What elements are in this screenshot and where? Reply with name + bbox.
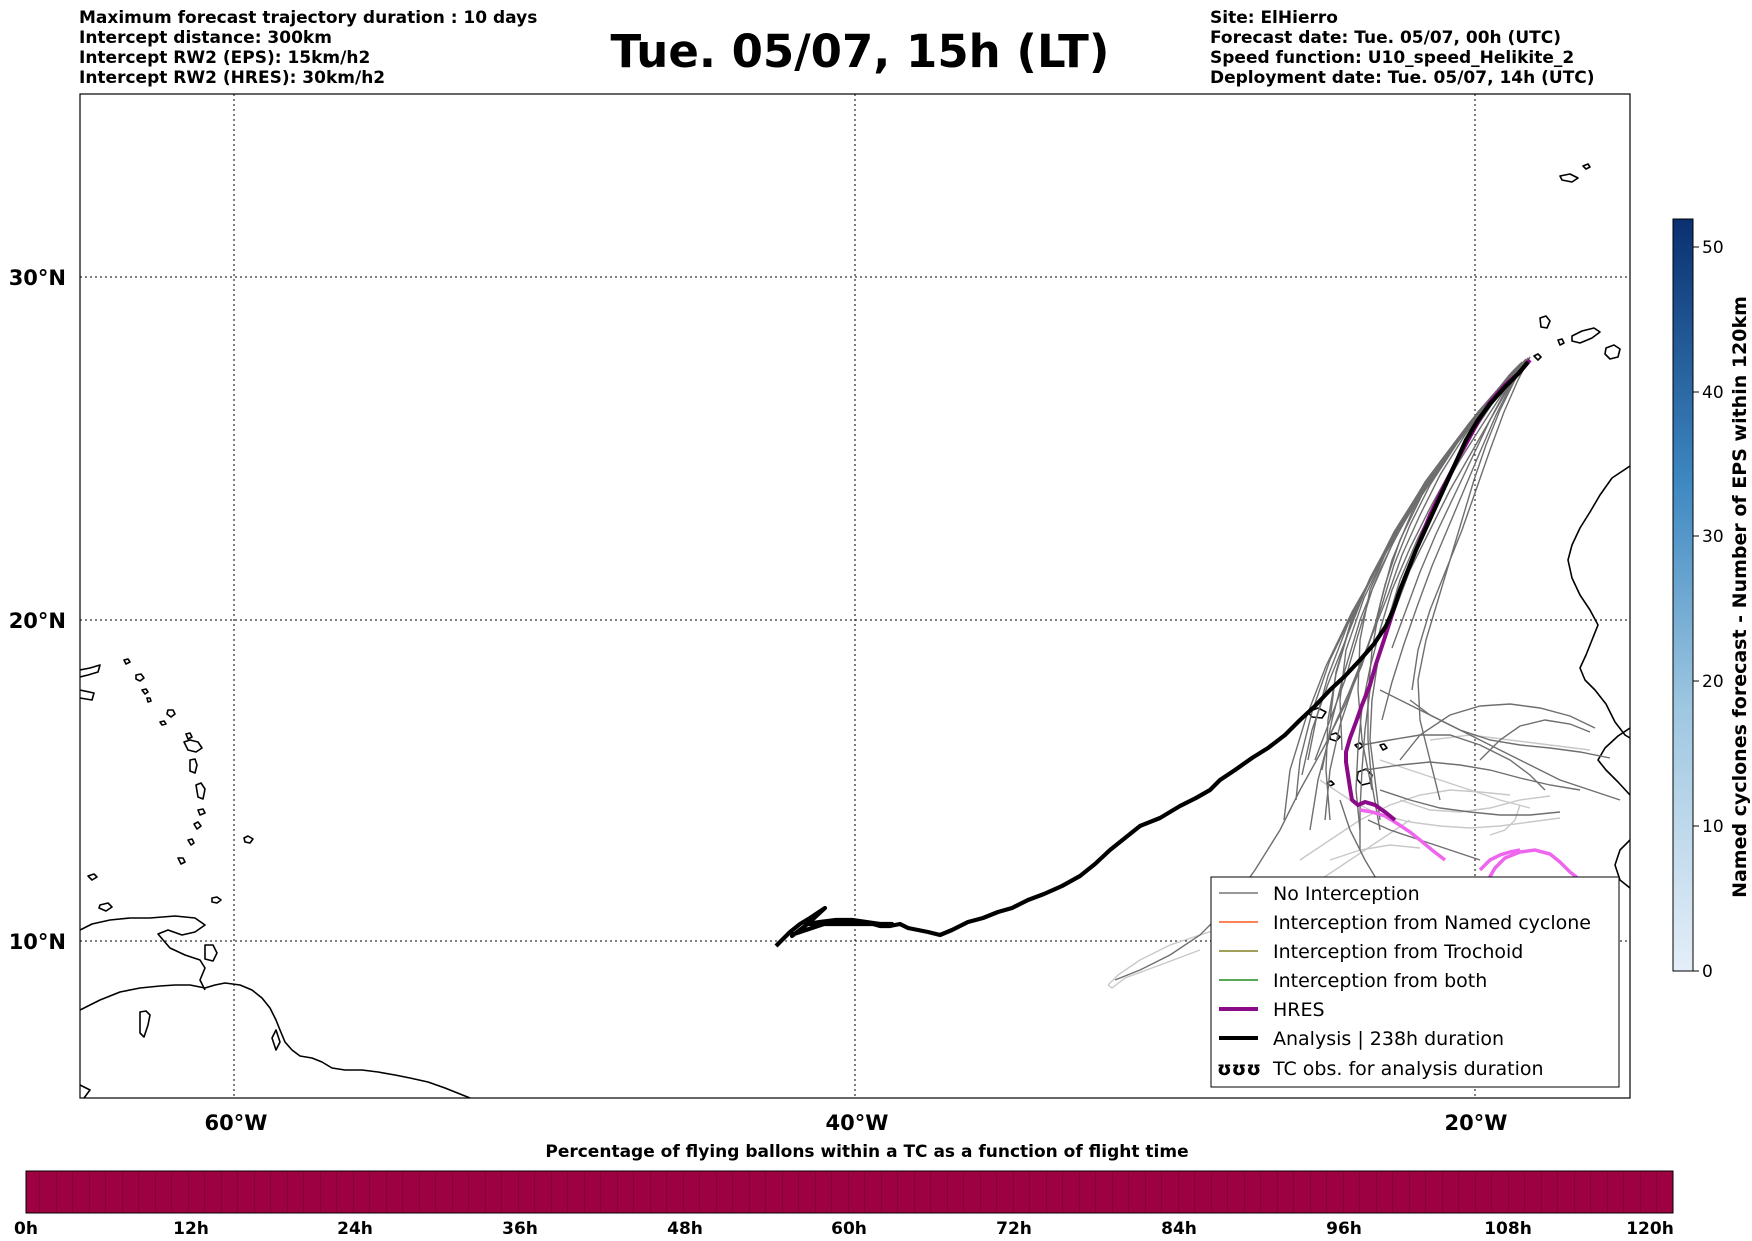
site-info: Site: ElHierro Forecast date: Tue. 05/07… xyxy=(1210,8,1595,88)
bar-tick: 48h xyxy=(667,1219,703,1239)
hres-extension-track xyxy=(1359,808,1521,872)
legend-item: ʊʊʊ TC obs. for analysis duration xyxy=(1217,1058,1544,1080)
page-title: Tue. 05/07, 15h (LT) xyxy=(610,25,1110,78)
legend-item: Interception from Named cyclone xyxy=(1219,912,1591,934)
legend-item: Interception from Trochoid xyxy=(1219,941,1523,963)
site-line: Deployment date: Tue. 05/07, 14h (UTC) xyxy=(1210,68,1595,88)
bar-tick: 96h xyxy=(1326,1219,1362,1239)
legend-item: HRES xyxy=(1219,999,1325,1021)
ensemble-trajectories-light xyxy=(1107,734,1591,989)
bar-tick: 108h xyxy=(1484,1219,1532,1239)
colorbar-label: Named cyclones forecast - Number of EPS … xyxy=(1729,296,1751,898)
legend: No Interception Interception from Named … xyxy=(1210,876,1620,1088)
bar-tick: 0h xyxy=(14,1219,38,1239)
colorbar-tick: 40 xyxy=(1702,383,1724,403)
legend-item: Interception from both xyxy=(1219,970,1487,992)
colorbar-tick: 10 xyxy=(1702,817,1724,837)
lat-label: 30°N xyxy=(9,266,66,290)
colorbar-tick: 20 xyxy=(1702,672,1724,692)
bar-title: Percentage of flying ballons within a TC… xyxy=(545,1142,1188,1162)
map-area[interactable]: No Interception Interception from Named … xyxy=(79,93,1631,1099)
bar-tick: 24h xyxy=(337,1219,373,1239)
colorbar-tick: 30 xyxy=(1702,527,1724,547)
site-line: Speed function: U10_speed_Helikite_2 xyxy=(1210,48,1575,68)
legend-label: Interception from both xyxy=(1273,970,1487,992)
lon-label: 20°W xyxy=(1445,1111,1508,1135)
colorbar-tick: 50 xyxy=(1702,238,1724,258)
bar-tick: 12h xyxy=(173,1219,209,1239)
lon-axis-labels: 60°W 40°W 20°W xyxy=(205,1111,1508,1135)
cyclone-count-colorbar: 0 10 20 30 40 50 Named cyclones forecast… xyxy=(1672,218,1751,982)
bar-tick: 36h xyxy=(502,1219,538,1239)
legend-item: Analysis | 238h duration xyxy=(1219,1028,1504,1050)
param-line: Intercept RW2 (EPS): 15km/h2 xyxy=(79,48,371,68)
bar-tick: 120h xyxy=(1626,1219,1674,1239)
legend-label: No Interception xyxy=(1273,883,1420,905)
lat-label: 20°N xyxy=(9,609,66,633)
legend-label: Interception from Trochoid xyxy=(1273,941,1523,963)
param-line: Maximum forecast trajectory duration : 1… xyxy=(79,8,538,28)
hres-extension-track-b xyxy=(1486,848,1582,882)
tc-percentage-bar: Percentage of flying ballons within a TC… xyxy=(14,1142,1674,1239)
map-frame xyxy=(79,93,1631,1099)
bar-steps xyxy=(26,1171,1673,1213)
param-line: Intercept distance: 300km xyxy=(79,28,332,48)
colorbar-tick: 0 xyxy=(1702,962,1713,982)
bar-tick: 84h xyxy=(1161,1219,1197,1239)
coastlines xyxy=(80,163,1630,1098)
bar-tick: 60h xyxy=(831,1219,867,1239)
site-line: Forecast date: Tue. 05/07, 00h (UTC) xyxy=(1210,28,1561,48)
legend-label: TC obs. for analysis duration xyxy=(1272,1058,1544,1080)
legend-label: Interception from Named cyclone xyxy=(1273,912,1591,934)
param-line: Intercept RW2 (HRES): 30km/h2 xyxy=(79,68,386,88)
lat-label: 10°N xyxy=(9,930,66,954)
lon-label: 40°W xyxy=(826,1111,889,1135)
colorbar-ticks: 0 10 20 30 40 50 xyxy=(1693,238,1724,982)
legend-label: HRES xyxy=(1273,999,1325,1021)
lat-axis-labels: 30°N 20°N 10°N xyxy=(9,266,66,954)
lon-label: 60°W xyxy=(205,1111,268,1135)
forecast-parameters: Maximum forecast trajectory duration : 1… xyxy=(79,8,537,88)
legend-item: No Interception xyxy=(1219,883,1420,905)
tc-obs-icon: ʊʊʊ xyxy=(1217,1058,1261,1080)
legend-label: Analysis | 238h duration xyxy=(1273,1028,1504,1050)
ensemble-trajectories xyxy=(1114,356,1621,981)
bar-tick: 72h xyxy=(996,1219,1032,1239)
bar-ticks: 0h 12h 24h 36h 48h 60h 72h 84h 96h 108h … xyxy=(14,1219,1674,1239)
site-line: Site: ElHierro xyxy=(1210,8,1338,28)
analysis-trajectory xyxy=(774,360,1530,948)
